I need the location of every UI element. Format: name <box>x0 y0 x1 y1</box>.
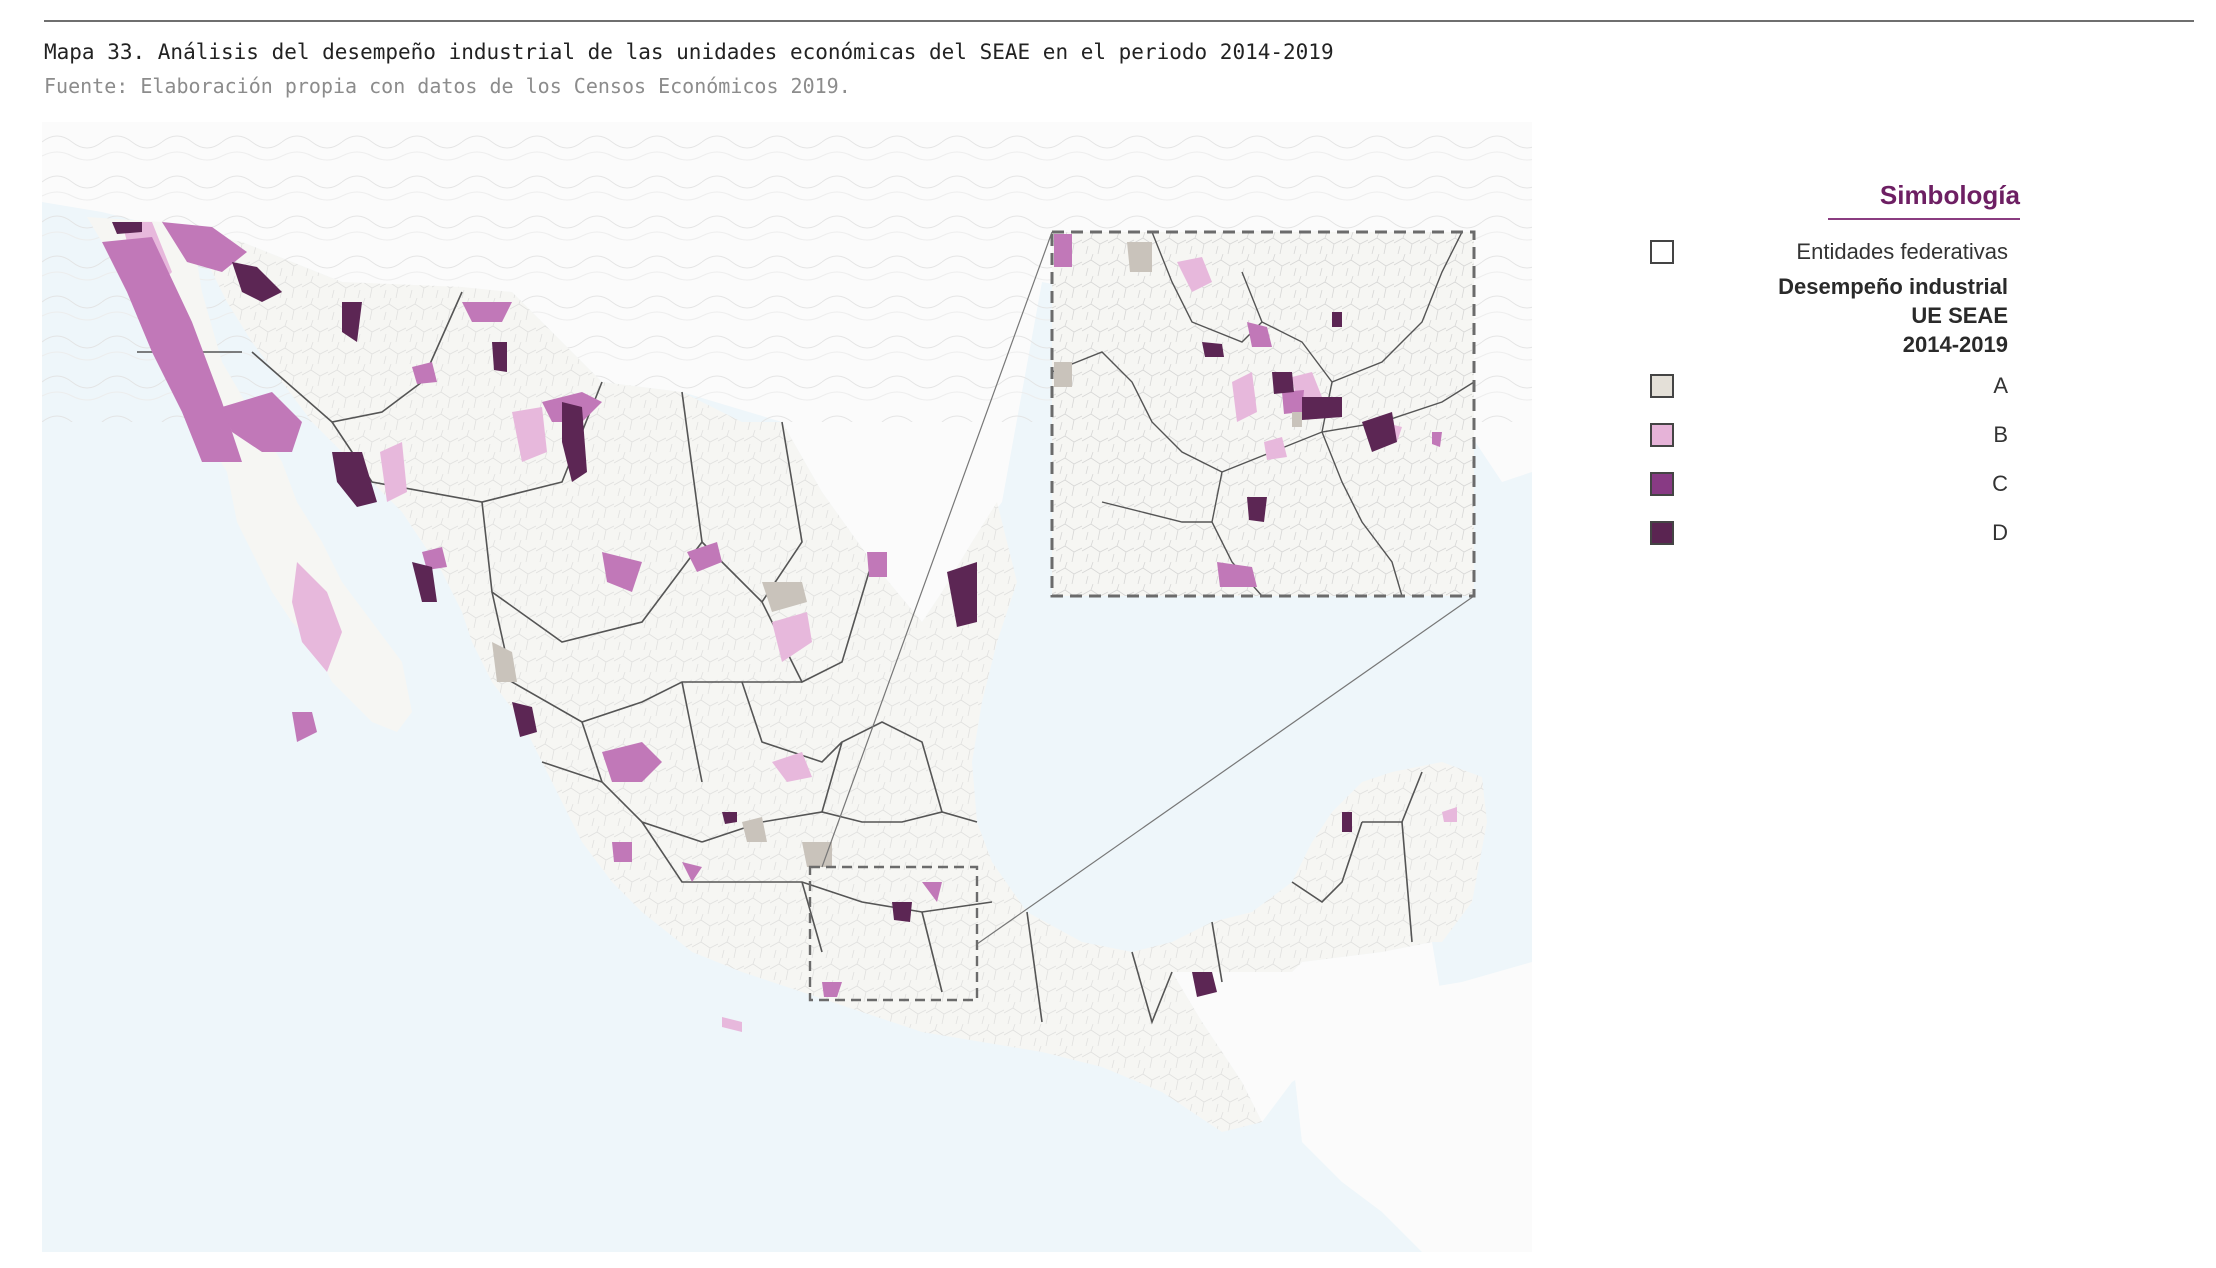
legend-label-class-c: C <box>1992 471 2008 496</box>
legend: Simbología Entidades federativas Desempe… <box>1650 180 2020 600</box>
map-panel <box>42 122 1532 1252</box>
legend-heading-line: 2014-2019 <box>1902 332 2008 357</box>
legend-swatch-boundary <box>1650 240 1674 264</box>
top-rule <box>44 20 2194 22</box>
inset-class-d <box>1202 312 1397 522</box>
legend-heading-line: UE SEAE <box>1911 303 2008 328</box>
legend-row-class-b: B <box>1650 421 2008 451</box>
legend-title: Simbología <box>1879 180 2020 210</box>
legend-swatch-class-d <box>1650 521 1674 545</box>
legend-swatch-class-c <box>1650 472 1674 496</box>
class-d-areas <box>112 222 1352 997</box>
legend-title-underline <box>1828 218 2020 220</box>
mexico-map <box>42 122 1532 1252</box>
legend-label-class-a: A <box>1993 373 2008 398</box>
map-caption: Mapa 33. Análisis del desempeño industri… <box>44 40 1334 64</box>
inset-municipal-boundaries <box>1052 232 1474 596</box>
legend-label-class-d: D <box>1992 520 2008 545</box>
inset-class-c <box>1054 234 1442 587</box>
inset-map <box>1052 232 1474 596</box>
focus-rectangle <box>808 865 979 1002</box>
map-source: Fuente: Elaboración propia con datos de … <box>44 74 851 98</box>
legend-row-boundary: Entidades federativas <box>1650 238 2008 268</box>
inset-class-a <box>1054 242 1302 427</box>
legend-row-class-c: C <box>1650 470 2008 500</box>
class-c-areas <box>102 222 942 997</box>
inset-leader-lines <box>821 231 1475 945</box>
municipal-boundaries <box>192 232 1487 1132</box>
legend-label-boundary: Entidades federativas <box>1796 239 2008 264</box>
inset-frame <box>1050 230 1476 598</box>
legend-row-class-a: A <box>1650 372 2008 402</box>
legend-label-class-b: B <box>1993 422 2008 447</box>
legend-swatch-class-a <box>1650 374 1674 398</box>
legend-heading: Desempeño industrial UE SEAE 2014-2019 <box>1778 272 2008 359</box>
guatemala-belize <box>1172 942 1442 1122</box>
legend-heading-line: Desempeño industrial <box>1778 274 2008 299</box>
legend-row-class-d: D <box>1650 519 2008 549</box>
legend-swatch-class-b <box>1650 423 1674 447</box>
